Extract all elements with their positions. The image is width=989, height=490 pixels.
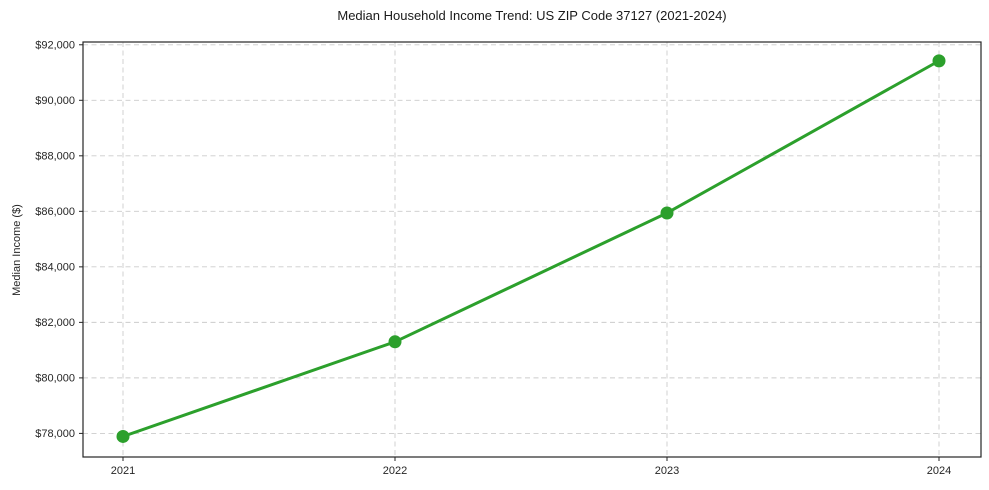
- plot-box: [82, 41, 982, 458]
- y-tick-label: $86,000: [35, 206, 75, 218]
- y-tick-label: $90,000: [35, 95, 75, 107]
- x-tick-label: 2021: [111, 465, 135, 477]
- data-point: [388, 335, 402, 349]
- chart-title: Median Household Income Trend: US ZIP Co…: [337, 8, 727, 23]
- data-point: [116, 429, 130, 443]
- trend-line: [122, 59, 940, 438]
- x-tick-label: 2023: [655, 465, 679, 477]
- y-tick-label: $88,000: [35, 150, 75, 162]
- y-tick-label: $84,000: [35, 261, 75, 273]
- data-point: [660, 206, 674, 220]
- data-point: [932, 54, 946, 68]
- y-tick-label: $78,000: [35, 428, 75, 440]
- y-tick-label: $80,000: [35, 372, 75, 384]
- x-tick-label: 2024: [927, 465, 951, 477]
- y-tick-label: $92,000: [35, 39, 75, 51]
- y-tick-label: $82,000: [35, 317, 75, 329]
- x-tick-label: 2022: [383, 465, 407, 477]
